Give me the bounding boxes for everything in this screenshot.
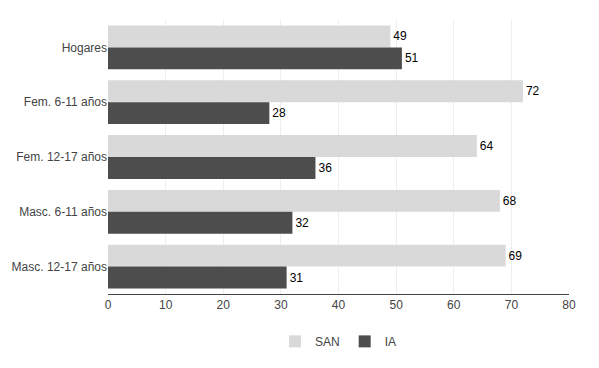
svg-text:72: 72 xyxy=(526,84,540,98)
svg-text:31: 31 xyxy=(290,271,304,285)
svg-text:60: 60 xyxy=(447,298,461,312)
svg-text:40: 40 xyxy=(332,298,346,312)
svg-text:51: 51 xyxy=(405,51,419,65)
svg-text:Masc. 12-17 años: Masc. 12-17 años xyxy=(12,260,107,274)
svg-text:Masc. 6-11 años: Masc. 6-11 años xyxy=(19,205,107,219)
svg-text:80: 80 xyxy=(562,298,576,312)
svg-text:0: 0 xyxy=(105,298,112,312)
svg-text:SAN: SAN xyxy=(315,335,340,349)
svg-text:28: 28 xyxy=(272,106,286,120)
svg-text:49: 49 xyxy=(393,29,407,43)
svg-text:30: 30 xyxy=(274,298,288,312)
svg-text:Fem. 6-11 años: Fem. 6-11 años xyxy=(24,95,107,109)
svg-text:20: 20 xyxy=(217,298,231,312)
svg-text:68: 68 xyxy=(503,194,517,208)
svg-text:Hogares: Hogares xyxy=(62,41,107,55)
svg-text:10: 10 xyxy=(159,298,173,312)
svg-text:IA: IA xyxy=(385,335,396,349)
svg-text:69: 69 xyxy=(509,249,523,263)
svg-text:Fem. 12-17 años: Fem. 12-17 años xyxy=(16,150,107,164)
svg-text:50: 50 xyxy=(389,298,403,312)
svg-text:32: 32 xyxy=(295,216,309,230)
svg-text:36: 36 xyxy=(318,161,332,175)
svg-text:64: 64 xyxy=(480,139,494,153)
svg-text:70: 70 xyxy=(505,298,519,312)
